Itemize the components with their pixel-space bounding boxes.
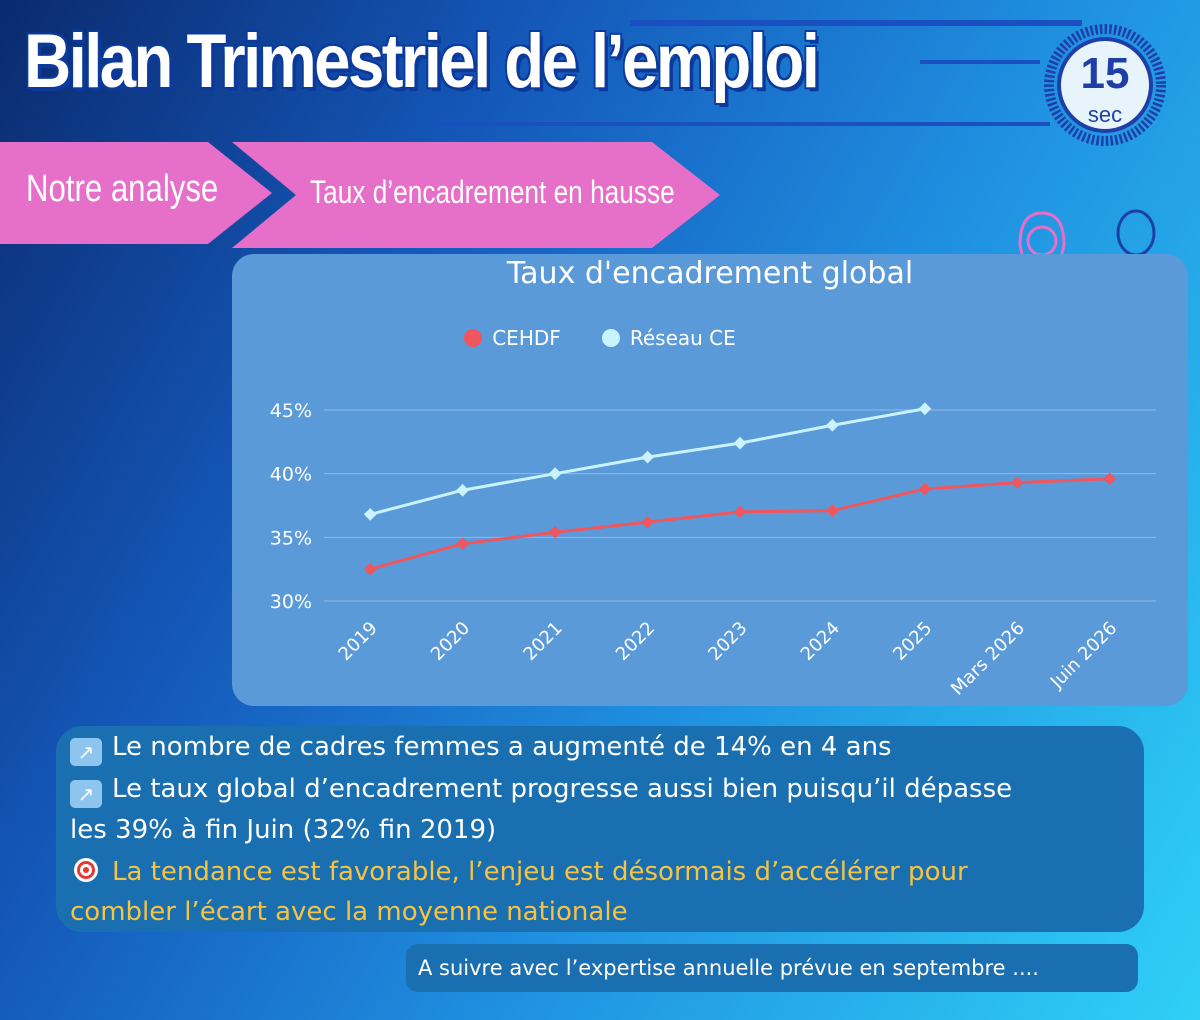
arrow-up-right-icon: ↗ [70,780,102,808]
legend-marker-reseau-ce [601,329,620,347]
note-3: La tendance est favorable, l’enjeu est d… [70,856,968,887]
arrow-up-right-icon: ↗ [70,738,102,766]
data-point-cehdf [733,505,747,519]
note-3-continued: combler l’écart avec la moyenne national… [70,897,628,927]
data-point-cehdf [363,562,377,576]
data-point-cehdf [548,525,562,539]
line-chart: 30% 35% 40% 45% 2019 2020 2021 2022 2023 2024 2025… [270,400,1156,700]
title-underline [430,122,1050,126]
breadcrumb-topic: Taux d’encadrement en hausse [310,174,675,210]
note-2-line-2: les 39% à fin Juin (32% fin 2019) [70,815,497,845]
x-tick-label: Juin 2026 [1046,618,1121,693]
y-tick-label: 30% [270,591,312,613]
chart-panel [232,254,1188,706]
data-point-reseau-ce [826,418,839,432]
x-tick-label: 2020 [427,618,474,665]
footer-note: A suivre avec l’expertise annuelle prévu… [418,956,1039,980]
legend-item-reseau-ce: Réseau CE [601,326,736,350]
title-underline [630,20,1082,26]
page-title: Bilan Trimestriel de l’emploi [24,19,820,104]
data-point-cehdf [1010,476,1024,489]
breadcrumb-section-chevron [0,142,272,244]
y-tick-label: 40% [270,464,312,486]
breadcrumb-section: Notre analyse [26,168,219,210]
data-point-cehdf [826,504,839,517]
x-tick-label: 2022 [612,618,659,665]
data-point-cehdf [918,482,932,496]
y-tick-label: 35% [270,527,312,549]
note-3-line-1: La tendance est favorable, l’enjeu est d… [112,857,968,887]
chart-legend: CEHDF Réseau CE [0,326,1200,351]
legend-label-cehdf: CEHDF [492,326,561,350]
legend-label-reseau-ce: Réseau CE [629,326,736,350]
data-point-reseau-ce [363,508,377,521]
data-point-reseau-ce [733,436,747,450]
legend-marker-cehdf [464,329,483,347]
timer-value: 15 [1080,49,1130,98]
x-tick-label: Mars 2026 [947,618,1029,700]
legend-item-cehdf: CEHDF [464,326,561,350]
series-line-cehdf [369,477,1110,571]
title-underline [920,60,1040,64]
note-2-continued: les 39% à fin Juin (32% fin 2019) [70,815,496,845]
note-3-line-2: combler l’écart avec la moyenne national… [70,897,628,927]
data-point-cehdf [641,515,654,529]
data-point-reseau-ce [918,402,932,416]
note-2: ↗ Le taux global d’encadrement progresse … [70,774,1012,808]
data-point-reseau-ce [641,450,654,464]
note-1: ↗ Le nombre de cadres femmes a augmenté d… [70,732,892,766]
timer-ring-icon [1044,24,1166,146]
footer-panel [406,944,1138,992]
data-point-reseau-ce [548,467,562,481]
chart-title: Taux d'encadrement global [506,256,914,291]
target-icon [70,856,102,884]
x-tick-label: 2019 [335,618,382,665]
x-tick-label: 2025 [889,618,936,665]
note-2-line-1: Le taux global d’encadrement progresse a… [112,774,1013,804]
x-tick-label: 2023 [704,618,751,665]
timer-unit: sec [1087,102,1123,127]
data-point-cehdf [456,537,470,551]
note-1-text: Le nombre de cadres femmes a augmenté de… [112,732,892,762]
x-tick-label: 2021 [519,618,566,665]
notes-panel [56,726,1144,932]
x-tick-label: 2024 [797,618,844,665]
data-point-cehdf [1103,472,1117,486]
data-point-reseau-ce [456,483,470,497]
y-tick-label: 45% [270,400,312,422]
breadcrumb-topic-chevron [232,142,720,248]
